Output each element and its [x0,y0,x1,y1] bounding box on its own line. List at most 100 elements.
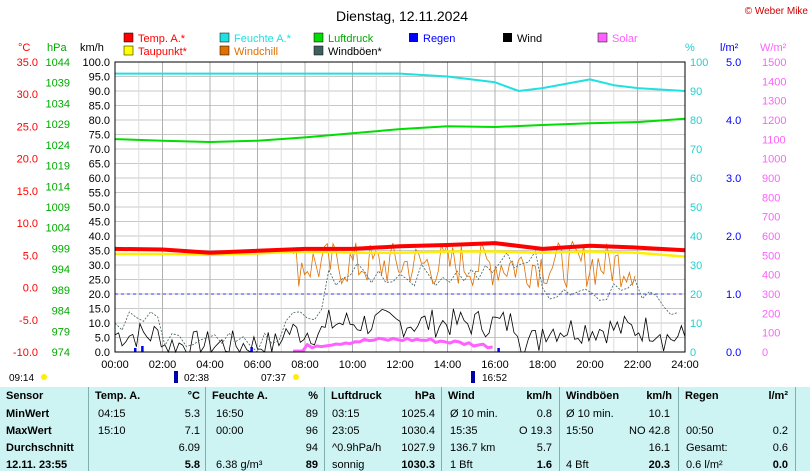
time-tick-label: 18:00 [529,359,557,371]
wind-tick-label: 5.0 [95,333,110,345]
header-pressure: Luftdruck [331,390,382,402]
humidity-time: 00:00 [216,425,244,437]
humidity-tick-label: 40 [690,231,702,243]
legend-swatch [503,33,512,42]
rain-time: 00:50 [686,425,714,437]
rain-value: 0.2 [772,425,788,437]
pressure-line [114,117,686,143]
legend-label: Solar [612,33,638,45]
marker-bar [0,370,810,384]
legend-label: Regen [423,33,455,45]
pressure-tick-label: 1009 [46,202,70,214]
wind-tick-label: 50.0 [89,202,110,214]
humidity-tick-label: 0 [690,347,696,359]
solar-tick-label: 300 [762,289,780,301]
weather-chart: Dienstag, 12.11.2024 © Weber Mike Temp. … [0,6,810,384]
header-temp: Temp. A. [95,390,141,402]
header-temp-unit: °C [187,390,200,402]
gust-direction: NO 42.8 [629,425,670,437]
humidity-tick-label: 60 [690,173,702,185]
temp-tick-label: 35.0 [17,57,38,69]
axis-ticks: 35.0 30.0 25.0 20.0 15.0 10.0 5.0 0.0 -5.0 -10.0 1… [13,57,787,371]
legend-label: Luftdruck [328,33,374,45]
gust-value: 16.1 [648,442,670,454]
pressure-tick-label: 984 [52,306,70,318]
wind-tick-label: 55.0 [89,188,110,200]
temp-tick-label: -10.0 [13,347,38,359]
humidity-tick-label: 50 [690,202,702,214]
time-tick-label: 02:00 [149,359,177,371]
gust-line [114,250,679,353]
wind-tick-label: 90.0 [89,86,110,98]
gust-time: Ø 10 min. [566,408,614,420]
humidity-tick-label: 100 [690,57,708,69]
pressure-tick-label: 1014 [46,181,70,193]
legend-swatch [219,32,230,43]
humidity-time: 16:50 [216,408,244,420]
rain-tick-label: 3.0 [726,173,741,185]
wind-tick-label: 45.0 [89,217,110,229]
legend-label: Taupunkt* [138,46,188,58]
header-sensor: Sensor [6,390,44,402]
solar-tick-label: 500 [762,250,780,262]
rain-tick-label: 5.0 [726,57,741,69]
solar-tick-label: 400 [762,270,780,282]
pressure-value: 1025.4 [401,408,435,420]
time-tick-label: 08:00 [291,359,319,371]
solar-tick-label: 800 [762,192,780,204]
temp-tick-label: 10.0 [17,218,38,230]
pressure-value: 1030.4 [401,425,435,437]
temp-tick-label: -5.0 [19,315,38,327]
solar-tick-label: 600 [762,231,780,243]
humidity-tick-label: 10 [690,318,702,330]
header-wind-unit: km/h [526,390,552,402]
solar-tick-label: 900 [762,173,780,185]
temp-value: 5.3 [184,408,200,420]
series-lines [114,72,686,295]
temperature-line [114,241,686,255]
moon-icon [174,371,178,383]
humidity-value: 89 [305,459,318,471]
pressure-unit-label: hPa [47,42,67,54]
copyright-label: © Weber Mike [745,6,809,17]
humidity-value: 94 [305,442,318,454]
sun-icon [293,374,299,380]
time-tick-label: 22:00 [624,359,652,371]
rain-bar [250,347,253,352]
legend-swatch [313,32,324,43]
time-tick-label: 24:00 [671,359,699,371]
sun-icon [41,374,47,380]
wind-tick-label: 65.0 [89,159,110,171]
humidity-tick-label: 20 [690,289,702,301]
wind-tick-label: 20.0 [89,289,110,301]
pressure-value: 1030.3 [401,459,435,471]
legend-label: Wind [517,33,542,45]
wind-tick-label: 10.0 [89,318,110,330]
pressure-time: 03:15 [332,408,360,420]
solar-tick-label: 100 [762,328,780,340]
wind-tick-label: 35.0 [89,246,110,258]
humidity-tick-label: 70 [690,144,702,156]
gust-value: 10.1 [648,408,670,420]
pressure-tick-label: 1024 [46,140,70,152]
header-gust-unit: km/h [646,390,672,402]
row-label: MaxWert [6,425,52,437]
solar-tick-label: 1500 [762,57,786,69]
temp-tick-label: 0.0 [23,283,38,295]
gust-time: 15:50 [566,425,594,437]
legend-swatch [313,45,324,56]
wind-tick-label: 60.0 [89,173,110,185]
moon-time: 16:52 [482,373,507,384]
pressure-tick-label: 1004 [46,223,70,235]
legend-label: Windchill [234,46,278,58]
rain-tick-label: 0.0 [726,347,741,359]
time-tick-label: 12:00 [386,359,414,371]
pressure-tick-label: 974 [52,347,70,359]
rain-value: 0.0 [772,459,788,471]
statistics-table: Sensor Temp. A. °C Feuchte A. % Luftdruc… [0,387,810,471]
wind-tick-label: 25.0 [89,275,110,287]
rain-tick-label: 1.0 [726,289,741,301]
wind-value: 5.7 [536,442,552,454]
rain-tick-label: 2.0 [726,231,741,243]
rain-time: 0.6 l/m² [686,459,723,471]
